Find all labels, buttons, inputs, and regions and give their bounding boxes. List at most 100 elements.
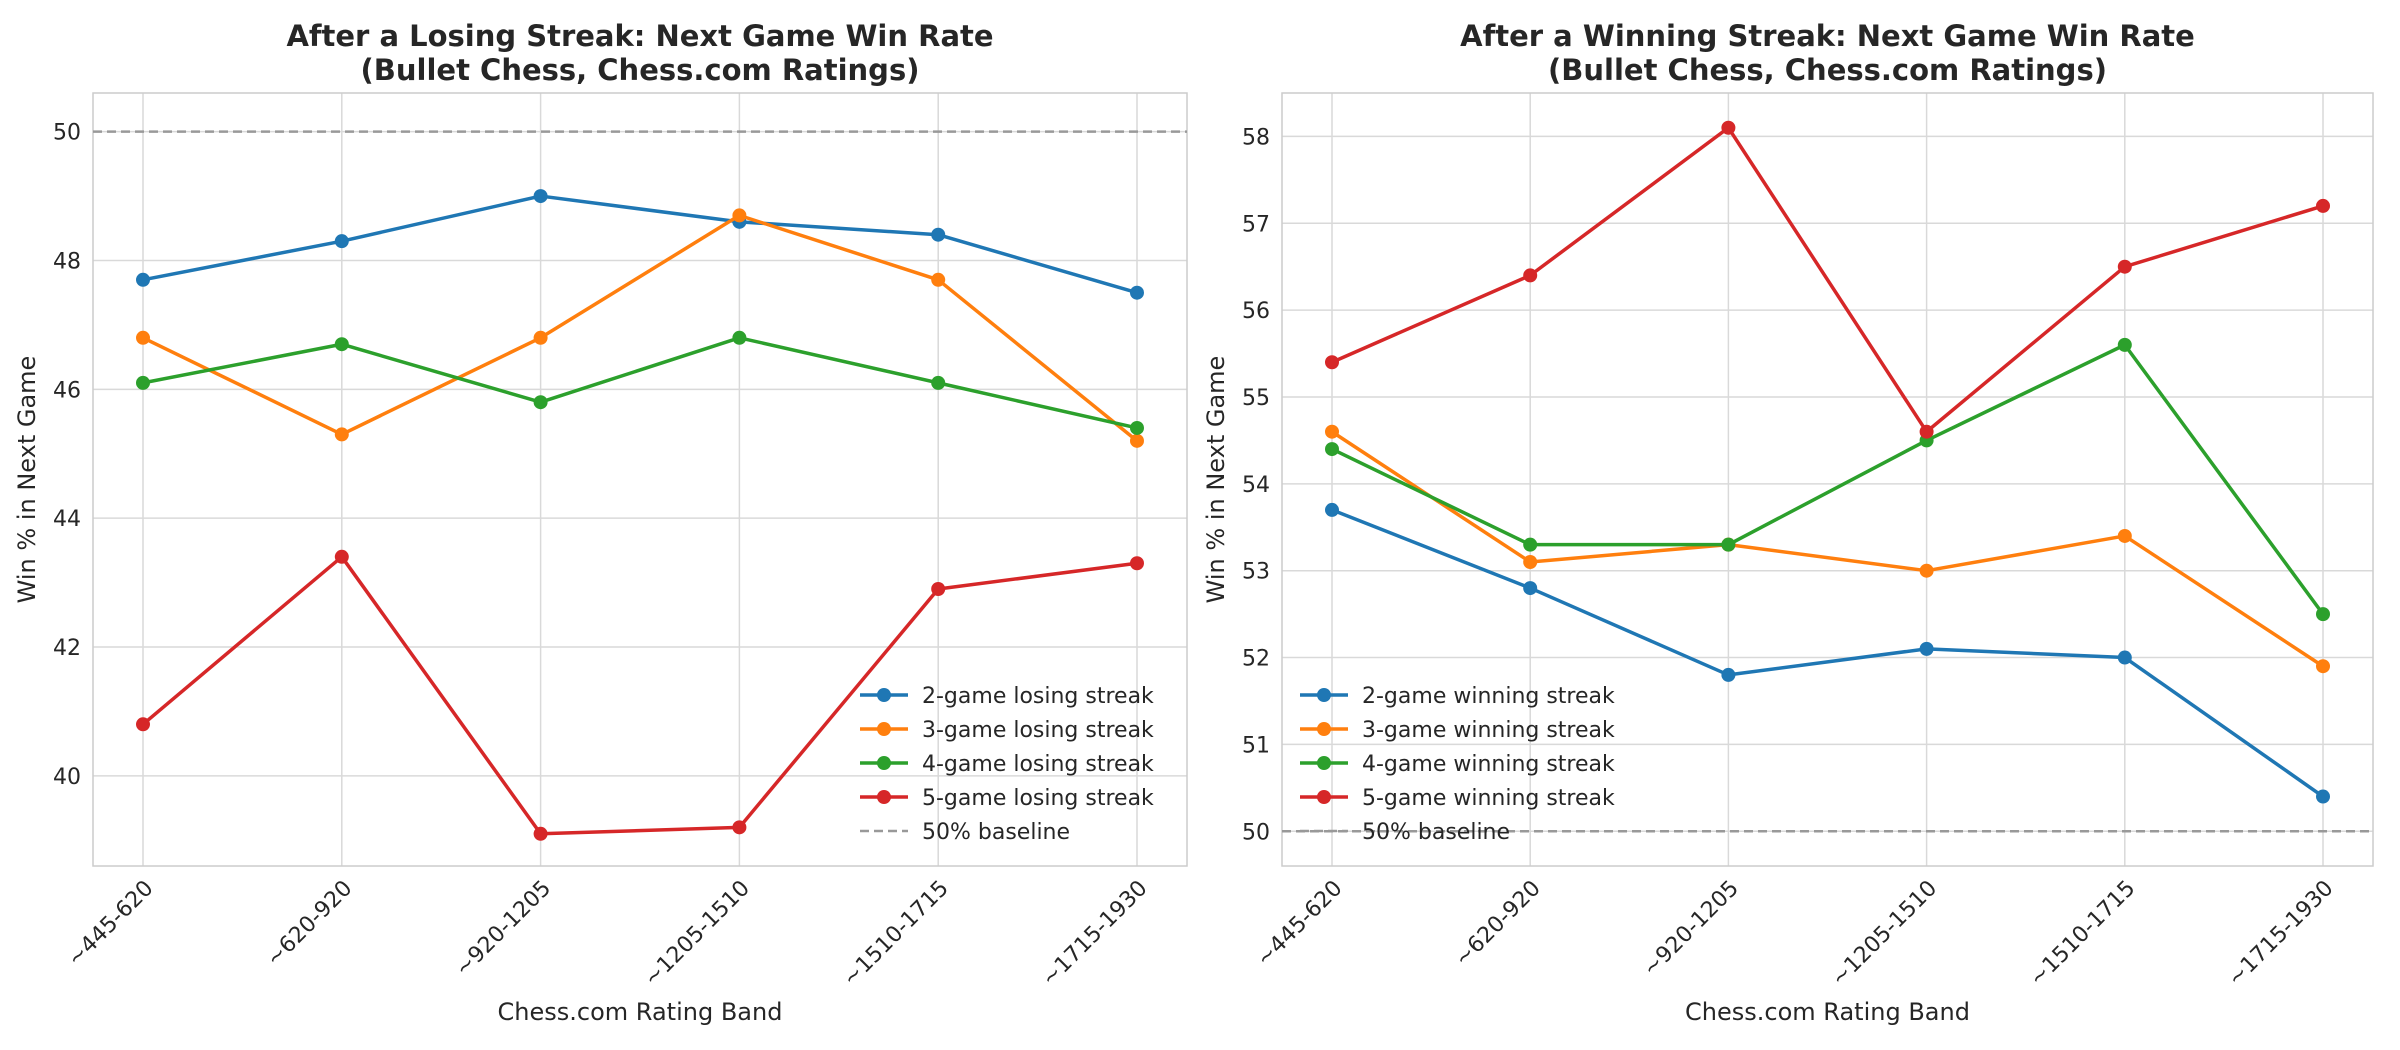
x-tick-label: ~1715-1930	[1037, 876, 1153, 992]
winning-streak-chart: 50 51 52 53 54 55 56 57 58 ~445-620 ~620-920 ~920-1…	[1202, 19, 2374, 1026]
x-tick-label: ~620-920	[262, 876, 358, 972]
y-tick-label: 50	[53, 121, 81, 146]
series-line-4-game	[1331, 343, 2325, 616]
series-line-4-game	[142, 336, 1138, 430]
data-point	[334, 337, 349, 352]
data-point	[1325, 502, 1339, 517]
y-tick-label: 58	[1242, 125, 1270, 150]
data-point	[1721, 667, 1736, 682]
data-point	[136, 330, 150, 345]
y-tick-label: 48	[53, 249, 81, 274]
y-axis-label: Win % in Next Game	[1202, 356, 1230, 604]
x-tick-label: ~445-620	[63, 876, 159, 972]
y-tick-label: 54	[1242, 473, 1270, 498]
chart-title: (Bullet Chess, Chess.com Ratings)	[1548, 53, 2107, 87]
data-point	[533, 189, 548, 204]
data-point	[2117, 337, 2132, 352]
data-point	[136, 717, 150, 732]
data-point	[1325, 355, 1339, 370]
chart-title: After a Winning Streak: Next Game Win Ra…	[1460, 19, 2195, 53]
x-tick-label: ~920-1205	[451, 876, 557, 982]
chart-title: (Bullet Chess, Chess.com Ratings)	[361, 53, 920, 87]
data-point	[1130, 285, 1144, 300]
legend-label: 4-game winning streak	[1362, 752, 1615, 777]
series-line-2-game	[142, 194, 1138, 295]
legend-label: 5-game winning streak	[1362, 786, 1615, 811]
x-tick-label: ~1715-1930	[2223, 876, 2339, 992]
data-point	[1919, 641, 1934, 656]
data-point	[136, 375, 150, 390]
data-point	[732, 330, 747, 345]
legend-marker	[877, 790, 891, 804]
data-point	[334, 234, 349, 249]
data-point	[1325, 424, 1339, 439]
data-point	[533, 395, 548, 410]
y-axis-label: Win % in Next Game	[13, 356, 41, 604]
data-point	[334, 549, 349, 564]
y-tick-label: 52	[1242, 647, 1270, 672]
data-point	[2316, 607, 2330, 622]
data-point	[2117, 528, 2132, 543]
legend-marker	[877, 688, 891, 702]
x-tick-label: ~1205-1510	[1827, 876, 1943, 992]
series-line-3-game	[142, 213, 1139, 443]
data-point	[931, 227, 946, 242]
x-tick-label: ~1205-1510	[639, 876, 755, 992]
data-point	[732, 820, 747, 835]
x-tick-label: ~1510-1715	[838, 876, 954, 992]
y-tick-label: 53	[1242, 560, 1270, 585]
x-tick-label: ~620-920	[1450, 876, 1546, 972]
y-tick-label: 56	[1242, 299, 1270, 324]
data-point	[1130, 556, 1144, 571]
x-tick-label: ~920-1205	[1638, 876, 1744, 982]
data-point	[2117, 650, 2132, 665]
data-point	[1919, 424, 1934, 439]
data-point	[931, 272, 946, 287]
legend-label: 50% baseline	[922, 820, 1070, 845]
data-point	[1721, 537, 1736, 552]
y-tick-label: 57	[1242, 212, 1270, 237]
chart-title: After a Losing Streak: Next Game Win Rat…	[286, 19, 993, 53]
data-point	[2316, 789, 2330, 804]
y-tick-label: 40	[53, 765, 81, 790]
legend-marker	[1317, 790, 1331, 804]
losing-streak-chart: 40 42 44 46 48 50 ~445-620 ~620-920 ~920-1205 ~12…	[13, 19, 1188, 1026]
plot-frame	[92, 92, 1188, 867]
data-point	[136, 272, 150, 287]
data-point	[533, 826, 548, 841]
series-line-2-game	[1331, 508, 2325, 798]
legend-marker	[877, 722, 891, 736]
series-line-5-game	[141, 555, 1138, 836]
data-point	[2117, 259, 2132, 274]
y-tick-label: 51	[1242, 733, 1270, 758]
data-point	[334, 427, 349, 442]
data-point	[533, 330, 548, 345]
y-tick-label: 44	[53, 507, 81, 532]
legend-label: 4-game losing streak	[922, 752, 1154, 777]
legend-marker	[877, 756, 891, 770]
data-point	[2316, 198, 2330, 213]
legend-label: 3-game winning streak	[1362, 718, 1615, 743]
y-tick-label: 42	[53, 636, 81, 661]
x-tick-label: ~1510-1715	[2025, 876, 2141, 992]
x-axis-label: Chess.com Rating Band	[498, 998, 783, 1026]
legend-label: 2-game losing streak	[922, 684, 1154, 709]
data-point	[1919, 563, 1934, 578]
series-line-3-game	[1331, 430, 2324, 668]
data-point	[931, 582, 946, 597]
data-point	[1523, 268, 1538, 283]
legend: 2-game losing streak 3-game losing streak…	[860, 684, 1154, 845]
series-line-5-game	[1331, 125, 2324, 434]
legend-label: 5-game losing streak	[922, 786, 1154, 811]
legend-marker	[1317, 722, 1331, 736]
legend-marker	[1317, 756, 1331, 770]
legend-label: 50% baseline	[1362, 820, 1510, 845]
data-point	[1523, 555, 1538, 570]
legend: 2-game winning streak 3-game winning stre…	[1300, 684, 1615, 845]
y-tick-label: 55	[1242, 386, 1270, 411]
y-tick-label: 50	[1242, 820, 1270, 845]
data-point	[2316, 659, 2330, 674]
plot-frame	[1281, 92, 2374, 867]
data-point	[732, 208, 747, 223]
